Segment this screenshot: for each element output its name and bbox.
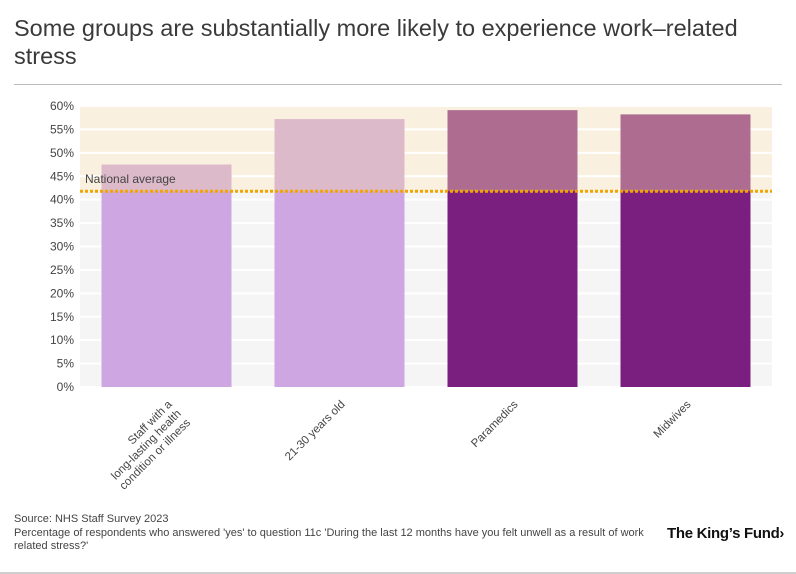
bar [620, 114, 751, 388]
y-tick-label: 0% [57, 380, 75, 394]
description-note: Percentage of respondents who answered '… [14, 526, 644, 553]
bar [274, 119, 405, 387]
x-category-label: Paramedics [469, 398, 521, 450]
y-tick-label: 30% [50, 240, 74, 254]
x-category-label-line: 21-30 years old [283, 399, 348, 464]
y-tick-label: 5% [57, 357, 75, 371]
source-note: Source: NHS Staff Survey 2023 [14, 513, 169, 525]
bar-above-average-overlay [274, 119, 405, 192]
brand-logo: The King’s Fund› [667, 525, 785, 542]
footer: Source: NHS Staff Survey 2023 Percentage… [14, 513, 654, 554]
y-tick-label: 35% [50, 216, 74, 230]
title-divider [14, 84, 782, 85]
bottom-divider [0, 572, 796, 574]
bar [447, 110, 578, 387]
y-tick-label: 10% [50, 333, 74, 347]
bar-above-average-overlay [447, 110, 578, 192]
y-tick-label: 55% [50, 122, 74, 136]
y-tick-label: 20% [50, 286, 74, 300]
chart-title: Some groups are substantially more likel… [14, 15, 738, 69]
y-tick-label: 60% [50, 99, 74, 113]
y-tick-label: 15% [50, 310, 74, 324]
x-category-label-line: Midwives [652, 398, 694, 440]
y-tick-label: 25% [50, 263, 74, 277]
bar-chart: 0% 5% 10% 15% 20% 25% 30% 35% 40% 45% 50% 55% 60% Sta… [50, 99, 772, 492]
y-tick-label: 50% [50, 146, 74, 160]
bar [101, 164, 232, 387]
bar-above-average-overlay [620, 114, 751, 192]
x-category-label-line: Paramedics [469, 398, 521, 450]
y-tick-label: 40% [50, 193, 74, 207]
y-tick-label: 45% [50, 169, 74, 183]
national-average-label: National average [85, 172, 176, 186]
x-category-label: Midwives [652, 398, 694, 440]
x-category-label: 21-30 years old [283, 399, 348, 464]
x-category-label: Staff with along-lasting healthcondition… [99, 398, 193, 492]
bar-above-average-overlay [101, 164, 232, 192]
